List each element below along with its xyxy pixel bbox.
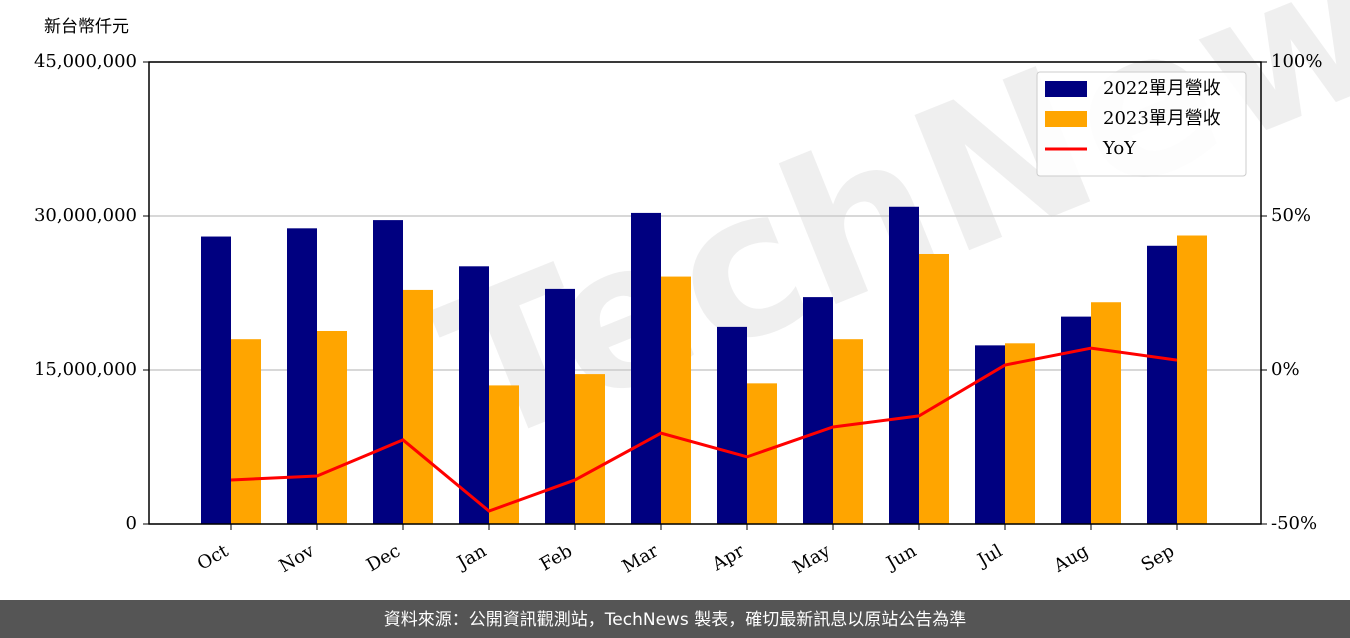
x-tick-label: Sep — [1138, 540, 1178, 575]
bar — [833, 339, 863, 524]
x-tick-label: Jul — [972, 540, 1006, 572]
bar — [575, 374, 605, 524]
legend-label: YoY — [1102, 138, 1137, 159]
bar — [717, 326, 747, 524]
line — [230, 346, 1178, 513]
bar — [803, 297, 833, 524]
bar — [373, 220, 403, 524]
y-axis-label: 新台幣仟元 — [44, 17, 129, 37]
y-tick-label: 45,000,000 — [34, 51, 137, 72]
x-tick-label: May — [789, 540, 834, 578]
legend-label: 2022單月營收 — [1103, 78, 1221, 99]
x-tick-label: Oct — [194, 540, 233, 575]
x-tick-label: Aug — [1049, 540, 1092, 577]
x-tick-label: Nov — [276, 540, 319, 577]
x-tick-label: Jan — [452, 540, 490, 574]
legend-swatch — [1045, 81, 1087, 97]
footer-bar — [0, 600, 1350, 638]
y2-tick-label: 0% — [1271, 359, 1300, 380]
bar — [1177, 235, 1207, 525]
bar — [287, 228, 317, 524]
bar — [975, 345, 1005, 524]
legend-box — [1036, 71, 1247, 177]
y-tick-label: 15,000,000 — [34, 359, 137, 380]
bar — [1005, 343, 1035, 524]
x-tick-label: Jun — [881, 540, 920, 575]
x-tick-label: Apr — [708, 540, 748, 575]
legend-swatch — [1045, 111, 1087, 127]
footer: 資料來源：公開資訊觀測站，TechNews 製表，確切最新訊息以原站公告為準 — [384, 610, 966, 630]
plot-frame — [148, 61, 1262, 525]
y2-tick-label: 50% — [1271, 205, 1311, 226]
bar — [403, 289, 433, 524]
bar — [1147, 245, 1177, 525]
x-tick-label: Dec — [363, 540, 404, 576]
legend-label: 2023單月營收 — [1103, 108, 1221, 129]
bar — [231, 339, 261, 524]
x-tick-label: Mar — [619, 540, 663, 577]
y2-tick-label: -50% — [1271, 513, 1317, 534]
bar — [317, 330, 347, 524]
bar — [661, 276, 691, 524]
y2-tick-label: 100% — [1271, 51, 1322, 72]
y-tick-label: 30,000,000 — [34, 205, 137, 226]
bar — [1091, 302, 1121, 524]
bar — [889, 206, 919, 524]
bar — [747, 383, 777, 524]
bar — [631, 212, 661, 525]
bar — [459, 266, 489, 524]
bar — [919, 253, 949, 524]
y-tick-label: 0 — [126, 513, 137, 534]
bar — [201, 236, 231, 525]
x-tick-label: Feb — [536, 540, 576, 575]
